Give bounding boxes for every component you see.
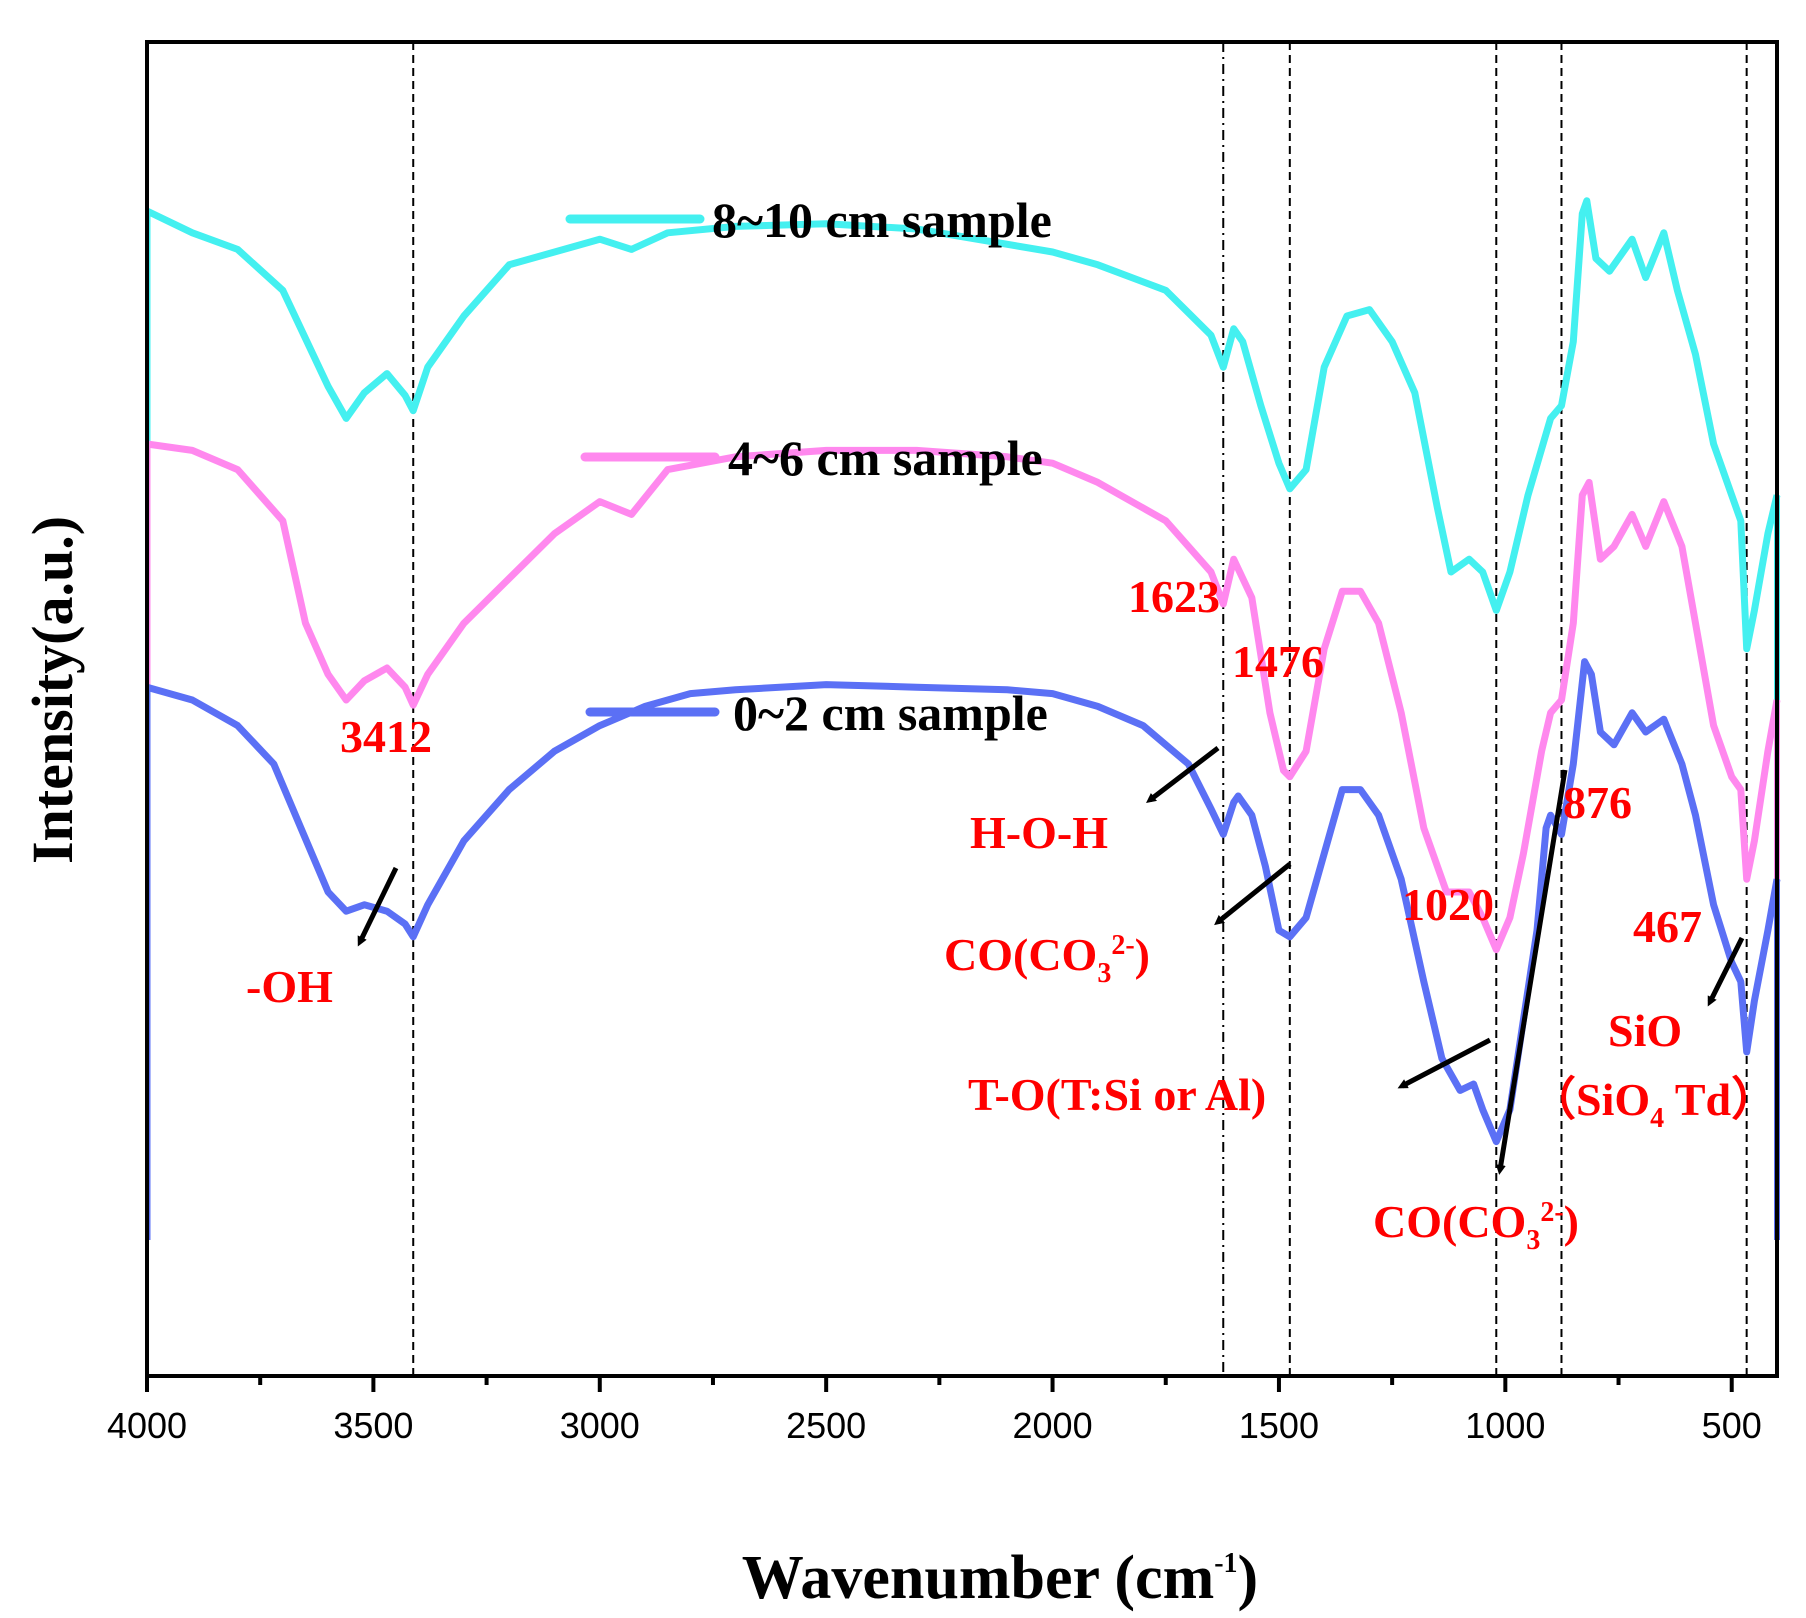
x-tick-label-3000: 3000 xyxy=(560,1405,640,1446)
group-label-sio: SiO xyxy=(1608,1005,1682,1056)
group-label-oh: -OH xyxy=(246,961,333,1012)
arrow-sio xyxy=(1707,936,1745,1007)
x-tick-label-1500: 1500 xyxy=(1239,1405,1319,1446)
arrow-hoh xyxy=(1146,746,1220,804)
group-label-sio4: （SiO4 Td） xyxy=(1530,1074,1777,1134)
legend-label-8-10: 8~10 cm sample xyxy=(712,192,1052,248)
x-tick-label-2000: 2000 xyxy=(1013,1405,1093,1446)
peak-label-1623: 1623 xyxy=(1128,571,1220,622)
plot-frame xyxy=(145,40,1779,1378)
legend: 8~10 cm sample 4~6 cm sample 0~2 cm samp… xyxy=(565,192,1052,741)
x-tick-label-2500: 2500 xyxy=(786,1405,866,1446)
group-label-hoh: H-O-H xyxy=(970,807,1108,858)
y-axis-title: Intensity(a.u.) xyxy=(20,516,85,864)
peak-reference-lines xyxy=(412,42,1748,1376)
series-line-1 xyxy=(146,440,1781,954)
x-tick-label-500: 500 xyxy=(1702,1405,1762,1446)
group-label-co-1476: CO(CO32-) xyxy=(944,929,1150,989)
legend-label-0-2: 0~2 cm sample xyxy=(733,685,1048,741)
peak-label-1020: 1020 xyxy=(1402,879,1494,930)
annotations: 3412 1623 1476 1020 876 467 -OH H-O-H CO… xyxy=(246,571,1777,1256)
group-label-to: T-O(T:Si or Al) xyxy=(968,1069,1266,1120)
peak-label-876: 876 xyxy=(1563,777,1632,828)
arrow-co-876 xyxy=(1495,769,1568,1175)
x-axis-title: Wavenumber (cm-1) xyxy=(742,1544,1258,1612)
annotation-arrows xyxy=(357,746,1745,1175)
arrow-co-1476 xyxy=(1214,862,1292,926)
peak-label-1476: 1476 xyxy=(1232,636,1324,687)
x-tick-label-1000: 1000 xyxy=(1465,1405,1545,1446)
peak-label-3412: 3412 xyxy=(340,711,432,762)
peak-label-467: 467 xyxy=(1633,901,1702,952)
series-line-0 xyxy=(145,197,1781,653)
x-tick-label-4000: 4000 xyxy=(107,1405,187,1446)
legend-label-4-6: 4~6 cm sample xyxy=(728,430,1043,486)
arrow-oh xyxy=(357,866,399,947)
series-line-2 xyxy=(146,658,1781,1146)
arrow-to xyxy=(1397,1037,1492,1089)
x-tick-label-3500: 3500 xyxy=(333,1405,413,1446)
x-axis-ticks: 4000 3500 3000 2500 2000 1500 1000 500 xyxy=(107,1376,1762,1446)
group-label-co-876: CO(CO32-) xyxy=(1373,1196,1579,1256)
